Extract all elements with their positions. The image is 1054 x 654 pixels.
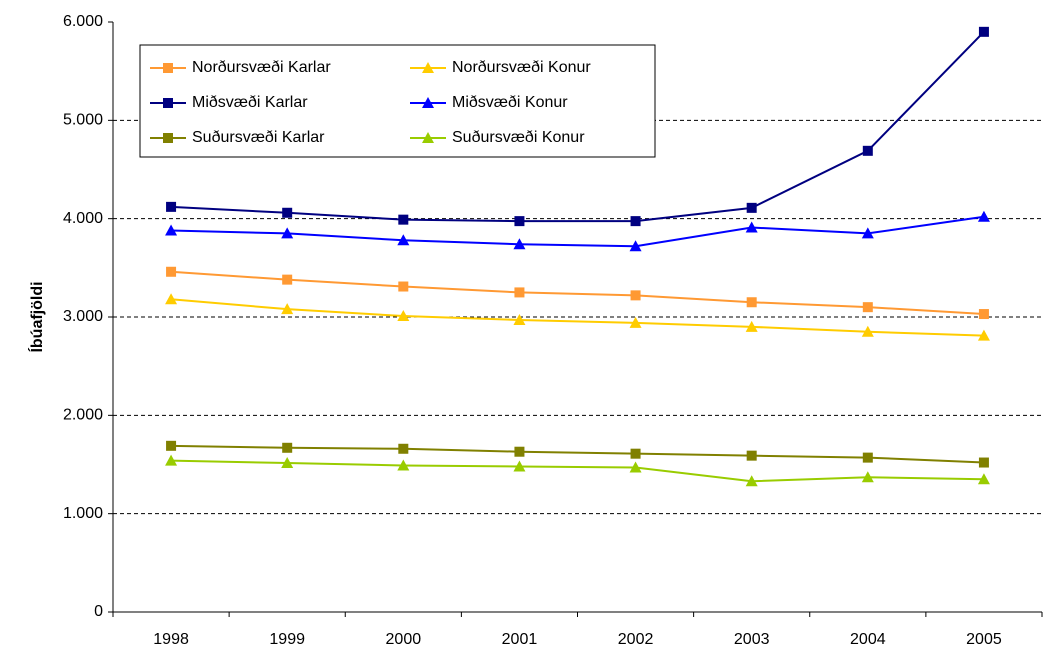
data-point	[629, 461, 642, 473]
data-point	[282, 274, 293, 285]
data-point	[282, 442, 293, 453]
legend-marker	[422, 97, 434, 108]
y-tick-label: 4.000	[63, 210, 103, 227]
legend-marker	[163, 98, 173, 108]
data-point	[166, 266, 177, 277]
y-tick-label: 1.000	[63, 505, 103, 522]
legend-box	[139, 44, 656, 158]
data-point	[977, 210, 990, 222]
x-tick-label: 2003	[734, 631, 770, 648]
data-point	[281, 227, 294, 239]
data-point	[281, 457, 294, 469]
legend-label: Miðsvæði Karlar	[192, 94, 308, 111]
data-point	[861, 471, 874, 483]
series-line	[171, 444, 984, 464]
data-point	[166, 201, 177, 212]
data-point	[398, 214, 409, 225]
data-point	[745, 475, 758, 487]
x-tick-label: 1999	[269, 631, 305, 648]
data-point	[745, 221, 758, 233]
data-point	[281, 303, 294, 315]
legend-marker	[422, 132, 434, 143]
series-line	[171, 459, 984, 483]
data-point	[977, 473, 990, 485]
data-point	[398, 443, 409, 454]
data-point	[977, 329, 990, 341]
data-point	[746, 297, 757, 308]
data-point	[862, 145, 873, 156]
x-tick-label: 2004	[850, 631, 886, 648]
series-line	[171, 31, 985, 223]
x-tick-label: 2002	[618, 631, 654, 648]
data-point	[978, 26, 989, 37]
data-point	[398, 281, 409, 292]
data-point	[165, 293, 178, 305]
data-point	[630, 448, 641, 459]
data-point	[513, 460, 526, 472]
data-point	[745, 320, 758, 332]
x-tick-label: 2005	[966, 631, 1002, 648]
data-point	[513, 238, 526, 250]
data-point	[978, 309, 989, 320]
data-point	[514, 287, 525, 298]
data-point	[165, 224, 178, 236]
legend-marker	[163, 133, 173, 143]
legend-marker	[422, 62, 434, 73]
y-tick-label: 6.000	[63, 13, 103, 30]
series-line	[170, 270, 984, 316]
data-point	[862, 452, 873, 463]
y-tick-label: 5.000	[63, 112, 103, 129]
data-point	[862, 302, 873, 313]
data-point	[397, 459, 410, 471]
series-line	[171, 215, 985, 248]
data-point	[861, 325, 874, 337]
x-tick-label: 2001	[502, 631, 538, 648]
legend-label: Norðursvæði Konur	[452, 59, 591, 76]
data-point	[630, 290, 641, 301]
data-point	[514, 446, 525, 457]
y-tick-label: 0	[94, 603, 103, 620]
data-point	[397, 234, 410, 246]
data-point	[978, 457, 989, 468]
data-point	[629, 240, 642, 252]
data-point	[166, 440, 177, 451]
legend-marker	[163, 63, 173, 73]
data-point	[514, 216, 525, 227]
data-point	[746, 202, 757, 213]
legend-label: Suðursvæði Konur	[452, 129, 585, 146]
series-line	[170, 298, 984, 337]
data-point	[282, 207, 293, 218]
y-tick-label: 2.000	[63, 407, 103, 424]
legend-label: Norðursvæði Karlar	[192, 59, 331, 76]
legend-label: Miðsvæði Konur	[452, 94, 568, 111]
x-tick-label: 2000	[386, 631, 422, 648]
data-point	[629, 316, 642, 328]
y-axis-label: Íbúafjöldi	[27, 281, 46, 352]
legend-label: Suðursvæði Karlar	[192, 129, 325, 146]
data-point	[513, 313, 526, 325]
y-tick-label: 3.000	[63, 308, 103, 325]
x-tick-label: 1998	[153, 631, 189, 648]
data-point	[861, 227, 874, 239]
data-point	[630, 216, 641, 227]
data-point	[746, 450, 757, 461]
data-point	[397, 310, 410, 322]
data-point	[165, 454, 178, 466]
